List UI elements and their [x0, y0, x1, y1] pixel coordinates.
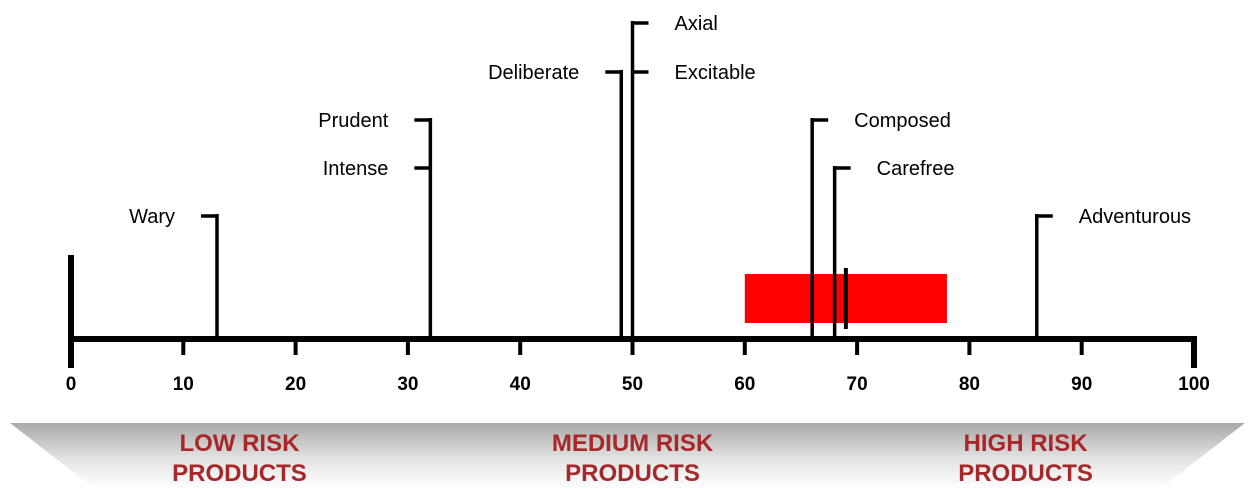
risk-type-label: Excitable — [675, 62, 756, 84]
risk-type-label: Intense — [323, 158, 389, 180]
axis-tick-label: 80 — [959, 374, 980, 395]
axis-ticks: 0 10 20 30 40 50 60 70 80 90 100 — [66, 339, 1210, 395]
risk-type-label: Composed — [854, 110, 951, 132]
risk-bands: LOW RISK PRODUCTS MEDIUM RISK PRODUCTS HIGH … — [172, 430, 1093, 487]
risk-band-title: MEDIUM RISK — [552, 430, 714, 457]
axis-tick-label: 30 — [397, 374, 418, 395]
risk-type-markers: Wary Prudent Intense Deliberate Axial Excitab… — [129, 13, 1191, 339]
axis-tick-label: 10 — [173, 374, 194, 395]
risk-band-subtitle: PRODUCTS — [958, 460, 1093, 487]
risk-band-title: LOW RISK — [179, 430, 300, 457]
axis-tick-label: 90 — [1071, 374, 1092, 395]
axis-tick-label: 20 — [285, 374, 306, 395]
risk-band-subtitle: PRODUCTS — [565, 460, 700, 487]
axis-tick-label: 60 — [734, 374, 755, 395]
axis-tick-label: 70 — [847, 374, 868, 395]
risk-band-title: HIGH RISK — [964, 430, 1089, 457]
axis-tick-label: 50 — [622, 374, 643, 395]
risk-type-label: Deliberate — [488, 62, 579, 84]
axis-tick-label: 0 — [66, 374, 77, 395]
risk-type-label: Prudent — [318, 110, 388, 132]
risk-type-label: Axial — [675, 13, 718, 35]
axis-tick-label: 100 — [1178, 374, 1210, 395]
risk-type-label: Adventurous — [1079, 206, 1191, 228]
axis-tick-label: 40 — [510, 374, 531, 395]
risk-band-subtitle: PRODUCTS — [172, 460, 307, 487]
risk-band-background — [10, 423, 1245, 489]
risk-type-label: Wary — [129, 206, 175, 228]
risk-type-label: Carefree — [877, 158, 955, 180]
